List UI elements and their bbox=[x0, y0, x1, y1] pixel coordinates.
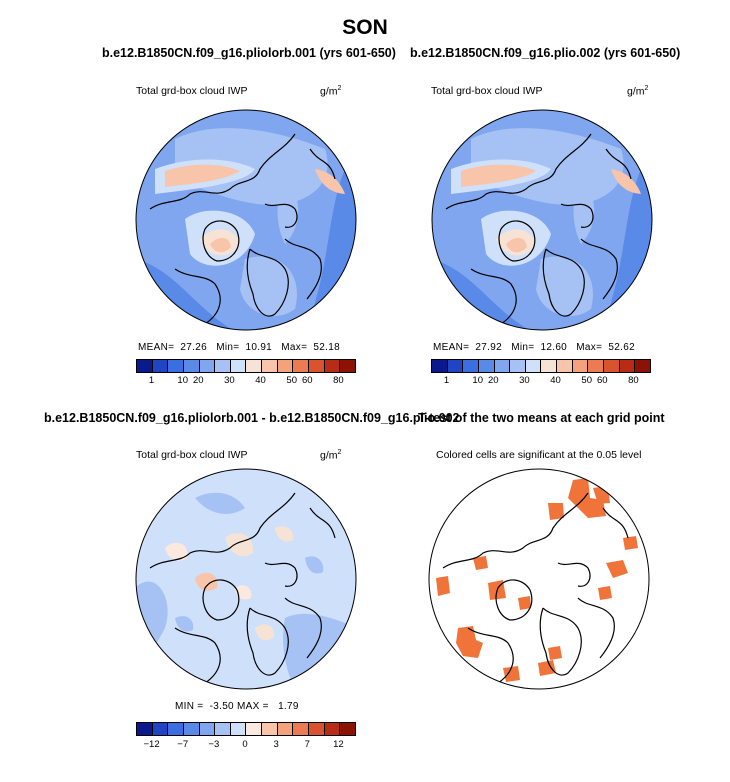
colorbar-cell bbox=[230, 360, 247, 372]
colorbar-cell bbox=[619, 360, 636, 372]
stats-top-right: MEAN= 27.92 Min= 12.60 Max= 52.62 bbox=[433, 342, 635, 353]
colorbar-cell bbox=[463, 360, 479, 372]
colorbar-cell bbox=[324, 360, 341, 372]
colorbar-cell bbox=[557, 360, 573, 372]
panel-title-top-right: b.e12.B1850CN.f09_g16.plio.002 (yrs 601-… bbox=[410, 46, 681, 60]
colorbar-cell bbox=[432, 360, 448, 372]
colorbar-tick-label: 12 bbox=[333, 739, 344, 750]
colorbar-cell bbox=[277, 360, 294, 372]
variable-label-top-right: Total grd-box cloud IWP bbox=[431, 85, 543, 97]
colorbar-cell bbox=[525, 360, 542, 372]
colorbar-tick-label: −7 bbox=[177, 739, 189, 750]
colorbar-cell bbox=[215, 723, 231, 735]
colorbar-tick-label: 20 bbox=[192, 375, 204, 386]
colorbar-cell bbox=[137, 360, 153, 372]
figure-title: SON bbox=[342, 16, 388, 39]
colorbar-cell bbox=[541, 360, 558, 372]
significance-note: Colored cells are significant at the 0.0… bbox=[436, 449, 642, 461]
colorbar-tick-label: 60 bbox=[596, 375, 608, 386]
colorbar-cell bbox=[447, 360, 464, 372]
colorbar-cell bbox=[246, 723, 263, 735]
panel-title-bottom-right: T-test of the two means at each grid poi… bbox=[418, 411, 665, 425]
colorbar-tick-label: 3 bbox=[273, 739, 279, 750]
polar-map-top-right bbox=[431, 109, 653, 331]
colorbar-cell bbox=[604, 360, 620, 372]
stats-top-left: MEAN= 27.26 Min= 10.91 Max= 52.18 bbox=[138, 342, 340, 353]
colorbar-cell bbox=[183, 360, 200, 372]
colorbar-cell bbox=[309, 360, 325, 372]
colorbar-tick-label: 40 bbox=[255, 375, 266, 386]
colorbar-cell bbox=[340, 360, 355, 372]
colorbar-tick-label: 60 bbox=[301, 375, 313, 386]
panel-title-bottom-left: b.e12.B1850CN.f09_g16.pliolorb.001 - b.e… bbox=[44, 411, 460, 425]
polar-map-bottom-right bbox=[428, 468, 650, 690]
colorbar-bottom-left bbox=[136, 722, 356, 736]
colorbar-cell bbox=[324, 723, 341, 735]
colorbar-cell bbox=[183, 723, 200, 735]
colorbar-top-right bbox=[431, 359, 651, 373]
units-label-top-right: g/m2 bbox=[627, 85, 649, 98]
colorbar-cell bbox=[572, 360, 589, 372]
colorbar-ticks-bottom-left: −12 −7 −3 0 3 7 12 bbox=[136, 739, 354, 751]
colorbar-cell bbox=[510, 360, 526, 372]
colorbar-tick-label: 50 bbox=[581, 375, 592, 386]
colorbar-cell bbox=[199, 360, 216, 372]
colorbar-cell bbox=[168, 360, 184, 372]
colorbar-tick-label: 30 bbox=[519, 375, 530, 386]
colorbar-tick-label: −12 bbox=[143, 739, 160, 750]
colorbar-tick-label: 1 bbox=[443, 375, 450, 386]
colorbar-cell bbox=[230, 723, 247, 735]
polar-map-bottom-left bbox=[135, 468, 357, 690]
colorbar-tick-label: 7 bbox=[304, 739, 310, 750]
colorbar-cell bbox=[262, 723, 278, 735]
colorbar-tick-label: 10 bbox=[177, 375, 188, 386]
colorbar-cell bbox=[137, 723, 153, 735]
colorbar-tick-label: 0 bbox=[242, 739, 248, 750]
colorbar-ticks-top-left: 1 10 20 30 40 50 60 80 bbox=[136, 375, 354, 387]
colorbar-top-left bbox=[136, 359, 356, 373]
colorbar-cell bbox=[293, 360, 310, 372]
stats-bottom-left: MIN = -3.50 MAX = 1.79 bbox=[175, 701, 299, 712]
colorbar-cell bbox=[340, 723, 355, 735]
colorbar-cell bbox=[168, 723, 184, 735]
colorbar-cell bbox=[199, 723, 216, 735]
colorbar-cell bbox=[478, 360, 495, 372]
colorbar-tick-label: 80 bbox=[333, 375, 344, 386]
colorbar-cell bbox=[588, 360, 605, 372]
colorbar-tick-label: 40 bbox=[550, 375, 561, 386]
colorbar-tick-label: −3 bbox=[208, 739, 220, 750]
colorbar-ticks-top-right: 1 10 20 30 40 50 60 80 bbox=[431, 375, 649, 387]
colorbar-cell bbox=[494, 360, 511, 372]
colorbar-cell bbox=[635, 360, 650, 372]
colorbar-cell bbox=[215, 360, 231, 372]
colorbar-cell bbox=[152, 723, 169, 735]
colorbar-tick-label: 30 bbox=[224, 375, 235, 386]
colorbar-tick-label: 20 bbox=[487, 375, 499, 386]
colorbar-cell bbox=[246, 360, 263, 372]
colorbar-tick-label: 50 bbox=[286, 375, 297, 386]
colorbar-cell bbox=[293, 723, 310, 735]
colorbar-tick-label: 1 bbox=[148, 375, 155, 386]
colorbar-tick-label: 80 bbox=[628, 375, 639, 386]
panel-title-top-left: b.e12.B1850CN.f09_g16.pliolorb.001 (yrs … bbox=[102, 46, 396, 60]
variable-label-bottom-left: Total grd-box cloud IWP bbox=[136, 449, 248, 461]
units-label-top-left: g/m2 bbox=[320, 85, 342, 98]
colorbar-cell bbox=[262, 360, 278, 372]
polar-map-top-left bbox=[135, 109, 357, 331]
variable-label-top-left: Total grd-box cloud IWP bbox=[136, 85, 248, 97]
units-label-bottom-left: g/m2 bbox=[320, 449, 342, 462]
colorbar-cell bbox=[309, 723, 325, 735]
colorbar-cell bbox=[152, 360, 169, 372]
colorbar-tick-label: 10 bbox=[472, 375, 483, 386]
colorbar-cell bbox=[277, 723, 294, 735]
